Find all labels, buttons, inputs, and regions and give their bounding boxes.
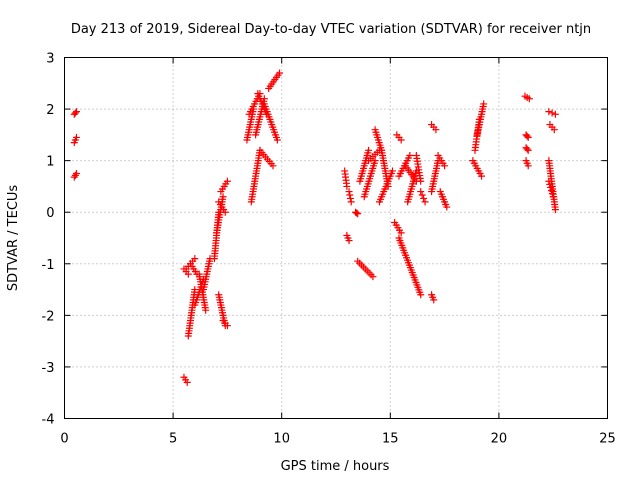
data-point xyxy=(397,229,405,237)
data-point xyxy=(345,237,353,245)
x-tick-label: 25 xyxy=(599,432,616,447)
data-point xyxy=(441,162,449,170)
data-point xyxy=(354,210,362,218)
data-point xyxy=(72,133,80,141)
data-point xyxy=(420,194,428,202)
x-tick-label: 0 xyxy=(60,432,68,447)
data-point xyxy=(545,177,553,185)
data-point xyxy=(417,291,425,299)
data-point xyxy=(478,172,486,180)
data-point xyxy=(191,255,199,263)
data-point xyxy=(347,198,355,206)
chart-title: Day 213 of 2019, Sidereal Day-to-day VTE… xyxy=(71,22,591,37)
data-point xyxy=(369,273,377,281)
data-point xyxy=(551,110,559,118)
data-point xyxy=(343,182,351,190)
data-point xyxy=(443,203,451,211)
grid-lines xyxy=(64,57,608,419)
data-point xyxy=(523,145,531,153)
y-tick-label: -2 xyxy=(42,309,55,324)
data-point xyxy=(432,126,440,134)
data-point xyxy=(547,187,555,195)
data-point xyxy=(346,194,354,202)
x-tick-label: 10 xyxy=(273,432,290,447)
data-point xyxy=(269,162,277,170)
data-point xyxy=(353,209,361,217)
data-point xyxy=(524,146,532,154)
data-point xyxy=(547,183,555,191)
data-point xyxy=(71,171,79,179)
data-point xyxy=(346,191,354,199)
data-point xyxy=(480,100,488,108)
data-point xyxy=(345,188,353,196)
x-tick-label: 15 xyxy=(382,432,399,447)
data-point xyxy=(183,378,191,386)
data-point xyxy=(551,206,559,214)
data-point xyxy=(525,95,533,103)
data-point xyxy=(524,133,532,141)
data-point xyxy=(388,167,396,175)
data-point xyxy=(365,146,373,154)
y-tick-label: 0 xyxy=(46,206,54,221)
x-axis-label: GPS time / hours xyxy=(281,459,390,474)
data-point xyxy=(548,190,556,198)
data-point xyxy=(546,180,554,188)
data-point xyxy=(418,191,426,199)
data-point xyxy=(223,177,231,185)
data-point xyxy=(397,136,405,144)
data-point xyxy=(548,109,556,117)
x-tick-label: 5 xyxy=(169,432,177,447)
y-tick-label: -3 xyxy=(42,361,55,376)
data-point xyxy=(524,162,532,170)
data-point xyxy=(273,136,281,144)
data-point xyxy=(523,132,531,140)
y-axis-label: SDTVAR / TECUs xyxy=(6,185,21,292)
data-point xyxy=(276,69,284,77)
data-point xyxy=(219,193,227,201)
data-point xyxy=(406,151,414,159)
data-point xyxy=(202,306,210,314)
y-tick-label: 1 xyxy=(46,155,54,170)
y-tick-label: -4 xyxy=(42,413,55,428)
data-point xyxy=(549,193,557,201)
y-tick-label: 2 xyxy=(46,103,54,118)
data-point xyxy=(371,157,379,165)
data-point xyxy=(421,198,429,206)
axis-ticks: 0 5 10 15 20 25 -4 -3 -2 -1 0 1 2 3 xyxy=(42,52,616,447)
data-points xyxy=(70,69,559,386)
data-point xyxy=(545,108,553,116)
y-tick-label: 3 xyxy=(46,52,54,67)
data-point xyxy=(550,126,558,134)
data-point xyxy=(71,109,79,117)
y-tick-label: -1 xyxy=(42,258,55,273)
plot-frame xyxy=(64,57,608,419)
data-point xyxy=(223,322,231,330)
data-point xyxy=(430,296,438,304)
data-point xyxy=(72,170,80,178)
data-point xyxy=(72,108,80,116)
data-point xyxy=(221,208,229,216)
data-point xyxy=(417,188,425,196)
data-point xyxy=(417,177,425,185)
x-tick-label: 20 xyxy=(491,432,508,447)
data-point xyxy=(184,270,192,278)
